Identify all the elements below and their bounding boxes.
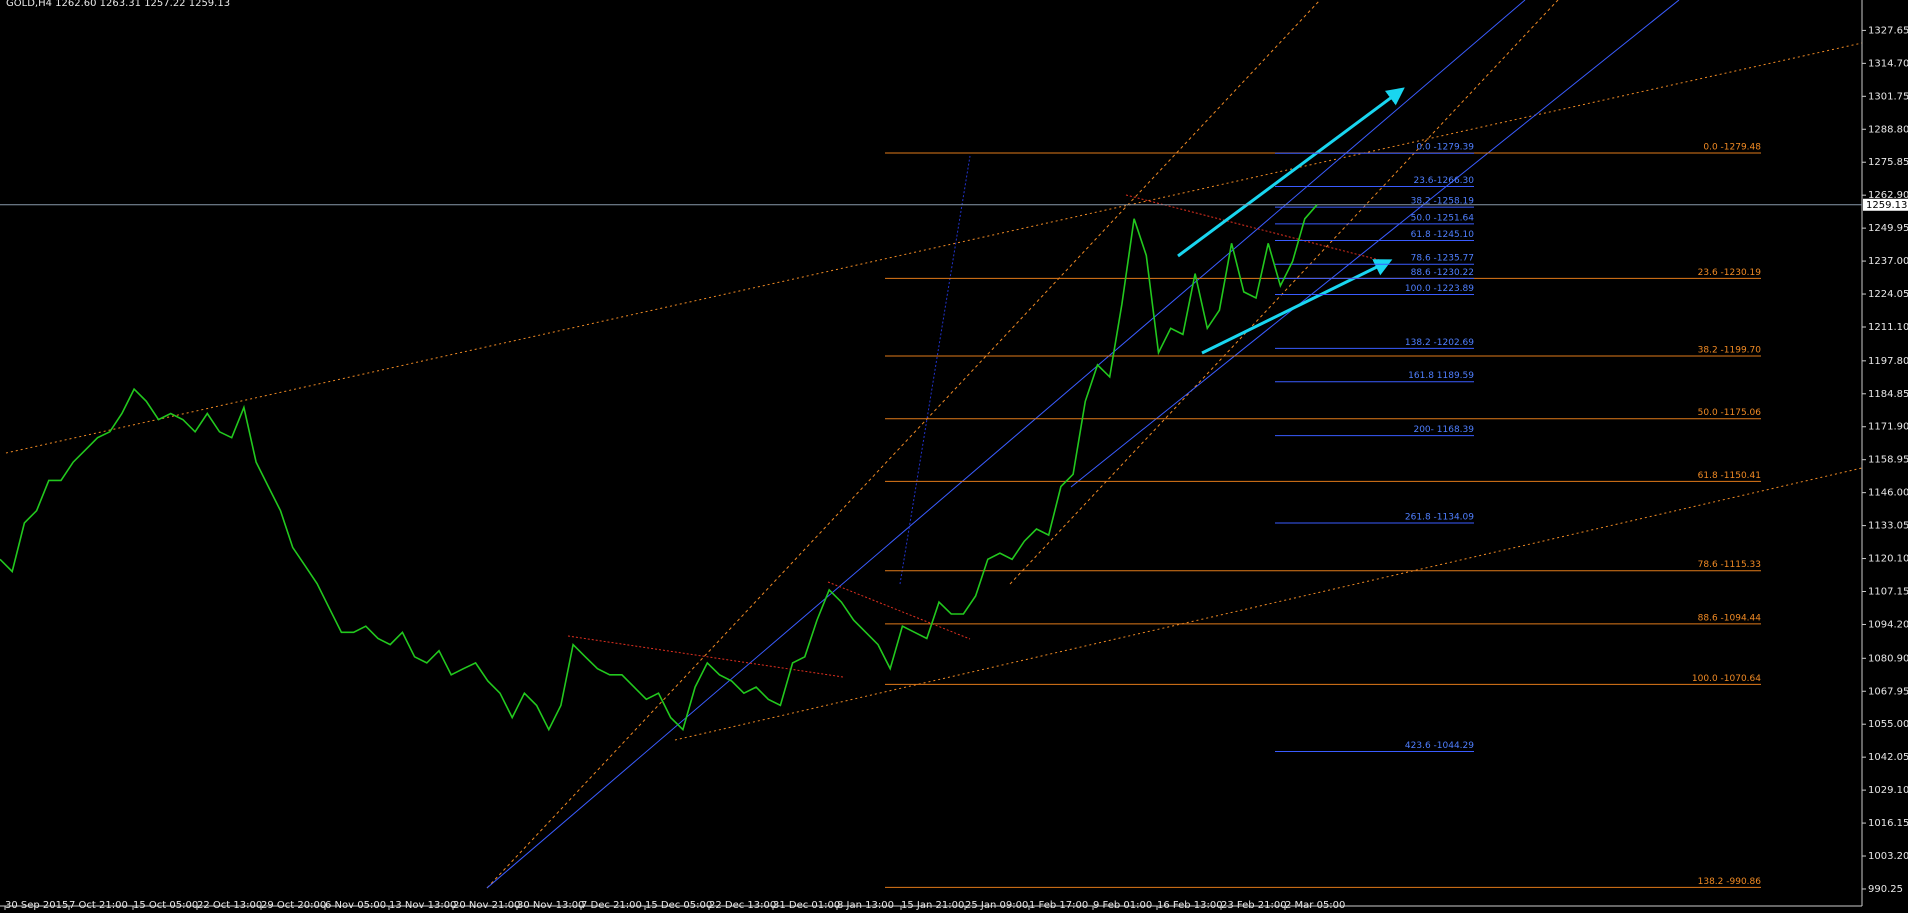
y-tick-label: 1275.85	[1868, 157, 1908, 168]
drawing-objects	[5, 0, 1863, 889]
x-tick-label: 16 Feb 13:00	[1157, 900, 1223, 911]
fib-label: 88.6 -1094.44	[1698, 613, 1762, 623]
x-tick-label: 13 Nov 13:00	[389, 900, 456, 911]
trend-line	[486, 0, 1526, 889]
trend-line	[5, 42, 1863, 454]
fib-label: 100.0 -1223.89	[1405, 284, 1474, 294]
chart-title: GOLD,H4 1262.60 1263.31 1257.22 1259.13	[6, 0, 230, 9]
y-tick-label: 1237.00	[1868, 256, 1908, 267]
y-tick-label: 1262.90	[1868, 190, 1908, 201]
y-tick-label: 1249.95	[1868, 223, 1908, 234]
fib-label: 88.6 -1230.22	[1411, 268, 1474, 278]
fib-label: 138.2 -990.86	[1698, 877, 1762, 887]
y-tick-label: 1080.90	[1868, 653, 1908, 664]
x-tick-label: 25 Jan 09:00	[965, 900, 1028, 911]
x-tick-label: 9 Feb 01:00	[1093, 900, 1152, 911]
fib-label: 61.8 -1245.10	[1411, 230, 1475, 240]
fib-label: 23.6-1266.30	[1413, 176, 1474, 186]
y-tick-label: 1197.80	[1868, 356, 1908, 367]
x-tick-label: 8 Jan 13:00	[837, 900, 894, 911]
y-tick-label: 1107.15	[1868, 587, 1908, 598]
x-tick-label: 22 Dec 13:00	[709, 900, 776, 911]
x-tick-label: 30 Sep 2015	[5, 900, 68, 911]
arrow	[1177, 87, 1405, 258]
x-tick-label: 7 Dec 21:00	[581, 900, 642, 911]
channel-line	[1009, 0, 1559, 585]
current-price-box	[1863, 198, 1908, 211]
x-tick-label: 31 Dec 01:00	[773, 900, 840, 911]
y-tick-label: 1067.95	[1868, 686, 1908, 697]
fib-label: 61.8 -1150.41	[1698, 471, 1761, 481]
fib-label: 161.8 1189.59	[1408, 371, 1474, 381]
y-tick-label: 1146.00	[1868, 488, 1908, 499]
trend-line	[827, 581, 971, 640]
fib-label: 261.8 -1134.09	[1405, 512, 1474, 522]
trend-line	[1125, 194, 1388, 263]
x-tick-label: 30 Nov 13:00	[517, 900, 584, 911]
fib-label: 50.0 -1251.64	[1411, 213, 1475, 223]
arrow	[1201, 259, 1393, 355]
trend-line	[1070, 0, 1680, 488]
trend-line	[899, 155, 971, 585]
y-tick-label: 1042.05	[1868, 752, 1908, 763]
y-tick-label: 1184.85	[1868, 389, 1908, 400]
x-tick-label: 6 Nov 05:00	[325, 900, 386, 911]
channel-line	[486, 0, 1321, 889]
y-tick-label: 1016.15	[1868, 818, 1908, 829]
x-tick-label: 20 Nov 21:00	[453, 900, 520, 911]
fib-label: 38.2 -1258.19	[1411, 197, 1475, 207]
x-tick-label: 22 Oct 13:00	[197, 900, 262, 911]
y-tick-label: 1314.70	[1868, 58, 1908, 69]
fib-label: 100.0 -1070.64	[1692, 674, 1761, 684]
x-tick-label: 2 Mar 05:00	[1285, 900, 1345, 911]
y-tick-label: 1133.05	[1868, 521, 1908, 532]
y-tick-label: 1301.75	[1868, 91, 1908, 102]
fib-label: 50.0 -1175.06	[1698, 408, 1762, 418]
y-tick-label: 1211.10	[1868, 322, 1908, 333]
y-tick-label: 1288.80	[1868, 124, 1908, 135]
x-tick-label: 15 Dec 05:00	[645, 900, 712, 911]
fib-label: 78.6 -1115.33	[1698, 560, 1761, 570]
y-tick-label: 1158.95	[1868, 455, 1908, 466]
y-tick-label: 990.25	[1868, 884, 1903, 895]
y-tick-label: 1171.90	[1868, 422, 1908, 433]
fib-label: 200- 1168.39	[1413, 425, 1474, 435]
fib-label: 423.6 -1044.29	[1405, 741, 1474, 751]
price-line	[0, 204, 1318, 732]
x-tick-label: 23 Feb 21:00	[1221, 900, 1287, 911]
x-tick-label: 15 Oct 05:00	[133, 900, 198, 911]
fib-label: 78.6 -1235.77	[1411, 254, 1474, 264]
y-tick-label: 1029.10	[1868, 785, 1908, 796]
y-tick-label: 1327.65	[1868, 25, 1908, 36]
y-tick-label: 1003.20	[1868, 851, 1908, 862]
fib-label: 138.2 -1202.69	[1405, 338, 1474, 348]
x-tick-label: 29 Oct 20:00	[261, 900, 326, 911]
fib-label: 0.0 -1279.48	[1703, 142, 1761, 152]
x-tick-label: 15 Jan 21:00	[901, 900, 964, 911]
x-tick-label: 7 Oct 21:00	[69, 900, 128, 911]
fib-label: 0.0 -1279.39	[1416, 143, 1474, 153]
y-tick-label: 1094.20	[1868, 619, 1908, 630]
y-tick-label: 1120.10	[1868, 554, 1908, 565]
y-tick-label: 1224.05	[1868, 289, 1908, 300]
fib-label: 23.6 -1230.19	[1698, 268, 1762, 278]
x-tick-label: 1 Feb 17:00	[1029, 900, 1088, 911]
fib-label: 38.2 -1199.70	[1698, 345, 1762, 355]
current-price-label: 1259.13	[1866, 200, 1907, 211]
y-tick-label: 1055.00	[1868, 719, 1908, 730]
